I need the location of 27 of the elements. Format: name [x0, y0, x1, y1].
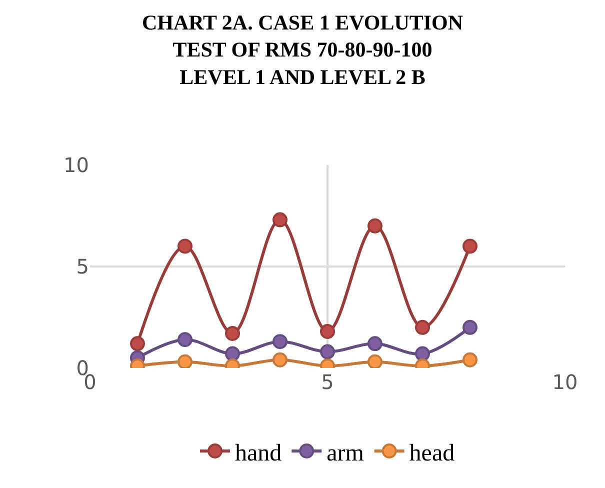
- point: [225, 326, 240, 341]
- x-tick-label: 10: [552, 370, 578, 394]
- point: [415, 320, 430, 335]
- point: [320, 344, 335, 360]
- y-tick-label: 5: [76, 254, 89, 278]
- point: [178, 332, 192, 348]
- point: [368, 218, 382, 234]
- point: [415, 346, 430, 362]
- point: [272, 334, 288, 350]
- point: [178, 354, 192, 368]
- x-tick-label: 5: [321, 370, 334, 394]
- point: [178, 238, 192, 254]
- legend-label: hand: [235, 440, 282, 466]
- point: [368, 354, 382, 368]
- point: [320, 324, 335, 339]
- point: [130, 336, 145, 352]
- y-tick-label: 10: [64, 153, 89, 177]
- point: [462, 352, 478, 368]
- point: [272, 212, 288, 228]
- chart-title: CHART 2A. CASE 1 EVOLUTION TEST OF RMS 70-80-90-100 LEVEL 1 AND LEVEL 2 B: [142, 10, 464, 89]
- point: [272, 352, 288, 368]
- point: [462, 238, 478, 254]
- point: [462, 320, 478, 335]
- point: [225, 346, 240, 362]
- legend-label: arm: [326, 440, 364, 466]
- point: [368, 336, 382, 352]
- legend-label: head: [409, 440, 455, 466]
